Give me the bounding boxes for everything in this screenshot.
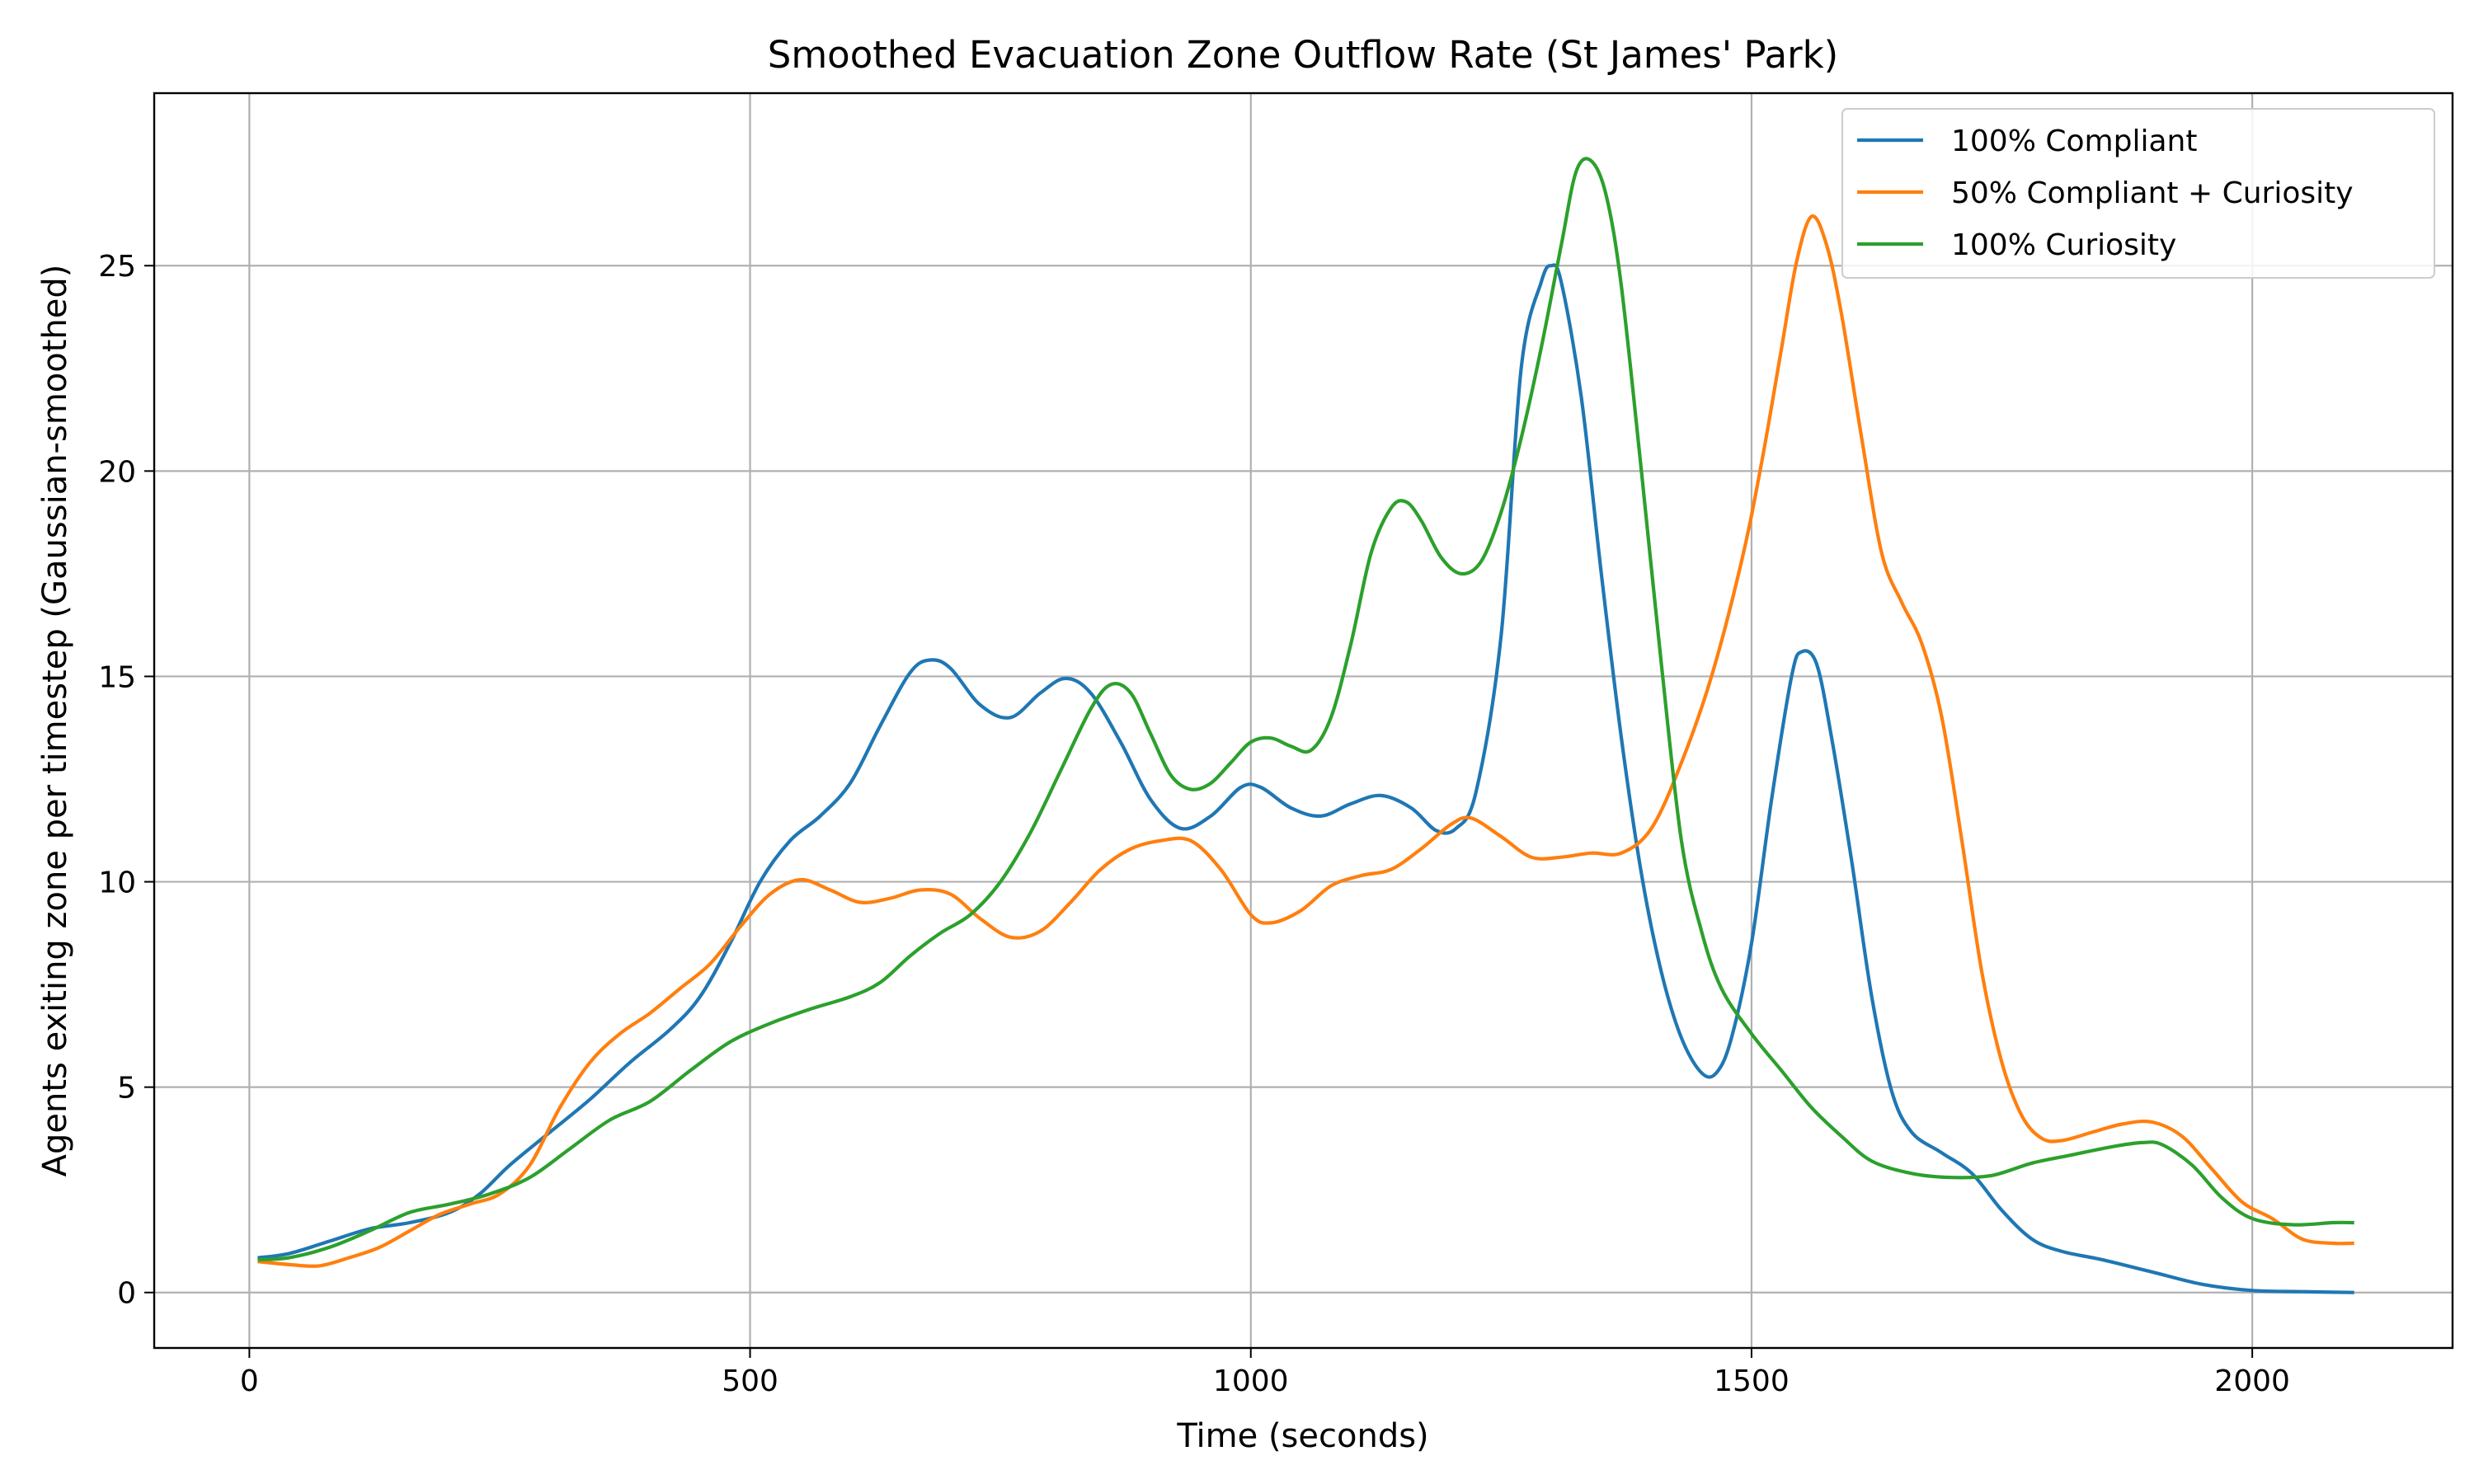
legend: 100% Compliant 50% Compliant + Curiosity 1…: [1841, 108, 2435, 279]
x-tick-label: 0: [240, 1364, 259, 1398]
y-tick-label: 0: [117, 1277, 136, 1311]
legend-box: [1841, 108, 2435, 279]
chart-title: Smoothed Evacuation Zone Outflow Rate (S…: [768, 33, 1838, 77]
y-tick-label: 20: [98, 455, 136, 489]
legend-label: 50% Compliant + Curiosity: [1951, 176, 2354, 210]
x-axis-label: Time (seconds): [1176, 1417, 1428, 1455]
axis-ticks: 0 500 1000 1500 2000 0 5 10 15 20 25: [98, 250, 2290, 1398]
series-line-2: [257, 214, 2354, 1268]
series-lines: [257, 157, 2354, 1294]
y-axis-label: Agents exiting zone per timestep (Gaussi…: [36, 265, 74, 1177]
x-tick-label: 1000: [1213, 1364, 1289, 1398]
series-line-3: [257, 157, 2354, 1262]
y-tick-label: 5: [117, 1072, 136, 1106]
x-tick-label: 500: [722, 1364, 778, 1398]
legend-label: 100% Curiosity: [1951, 228, 2176, 262]
series-line-1: [257, 263, 2354, 1294]
legend-label: 100% Compliant: [1951, 124, 2197, 158]
x-tick-label: 2000: [2214, 1364, 2290, 1398]
y-tick-label: 15: [98, 660, 136, 694]
legend-items: 100% Compliant 50% Compliant + Curiosity 1…: [1857, 124, 2354, 262]
x-tick-label: 1500: [1714, 1364, 1790, 1398]
plot-frame: [153, 92, 2454, 1350]
y-tick-label: 10: [98, 866, 136, 900]
y-tick-label: 25: [98, 250, 136, 284]
plot-area: [154, 93, 2453, 1348]
